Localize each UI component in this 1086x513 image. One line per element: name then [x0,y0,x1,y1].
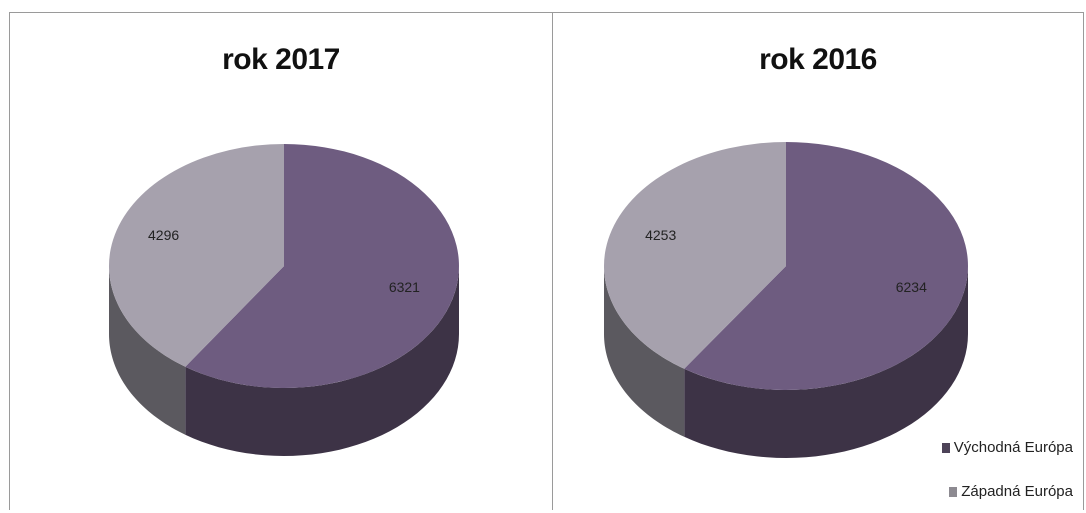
pie-slice-0 [185,144,459,388]
pie-side-0 [684,266,968,458]
pie-data-label: 6234 [896,279,927,295]
legend-item-vychodna-europa: Východná Európa [941,439,1073,456]
pie-side-0 [185,266,460,456]
chart-title: rok 2016 [759,43,877,76]
legend-swatch [941,442,950,453]
legend-label: Východná Európa [953,439,1073,456]
pie-slice-0 [684,142,968,390]
pie-data-label: 4296 [148,227,179,243]
pie-side-1 [604,266,685,437]
pie-slice-1 [603,142,786,369]
legend-item-zapadna-europa: Západná Európa [949,483,1073,500]
pie-data-label: 6321 [389,279,420,295]
legend-swatch [949,486,958,497]
chart-title: rok 2017 [222,43,340,76]
pie-chart-2017: 6321 4296 [108,144,460,456]
pie-slice-1 [108,144,284,367]
pie-chart-2016: 6234 4253 [603,142,968,458]
pie-side-1 [109,266,186,435]
pie-data-label: 4253 [645,227,676,243]
chart-panel-2016: rok 2016 6234 4253 Východná Európa Západn… [552,12,1084,510]
legend-label: Západná Európa [961,483,1073,500]
chart-panel-2017: rok 2017 6321 4296 [9,12,553,510]
